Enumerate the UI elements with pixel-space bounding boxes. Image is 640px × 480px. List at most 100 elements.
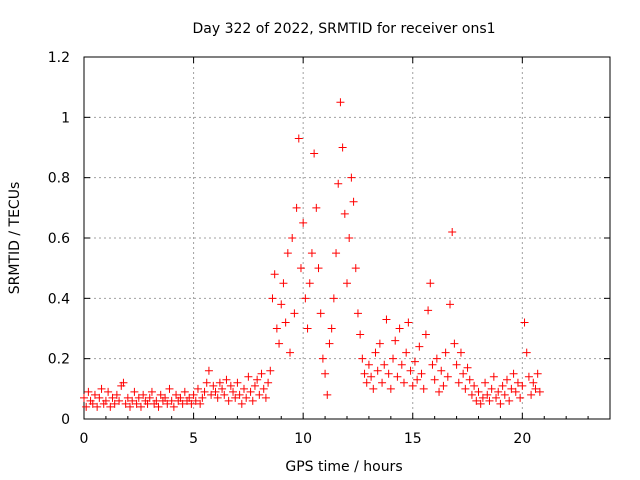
data-point (112, 390, 121, 399)
data-point (417, 369, 426, 378)
x-tick-label: 0 (80, 431, 89, 447)
data-point (535, 387, 544, 396)
x-tick-label: 20 (513, 431, 531, 447)
data-point (281, 318, 290, 327)
data-point (301, 294, 310, 303)
data-point (108, 393, 117, 402)
data-point (268, 294, 277, 303)
axis-ticks (83, 56, 610, 420)
data-point (110, 399, 119, 408)
data-point (399, 378, 408, 387)
y-axis-tick-labels: 0 0.2 0.4 0.6 0.8 1 1.2 (48, 50, 70, 428)
data-point (154, 402, 163, 411)
data-point (531, 384, 540, 393)
data-point (393, 372, 402, 381)
data-point (511, 387, 520, 396)
data-point (329, 294, 338, 303)
data-point (321, 369, 330, 378)
data-point (428, 360, 437, 369)
y-tick-label: 0.6 (48, 231, 70, 247)
data-point (288, 234, 297, 242)
data-point (432, 354, 441, 363)
data-point (196, 399, 205, 408)
data-point (524, 372, 533, 381)
data-point (261, 393, 270, 402)
data-point (382, 315, 391, 324)
data-points (80, 98, 544, 411)
data-point (430, 375, 439, 384)
data-point (180, 387, 189, 396)
data-point (231, 393, 240, 402)
data-point (204, 366, 213, 375)
data-point (257, 369, 266, 378)
data-point (415, 342, 424, 351)
data-point (88, 399, 97, 408)
data-point (426, 279, 435, 288)
data-point (314, 264, 323, 273)
data-point (207, 390, 216, 399)
y-tick-label: 0 (61, 412, 70, 428)
data-point (327, 324, 336, 333)
data-point (82, 402, 91, 411)
data-point (250, 381, 259, 390)
data-point (209, 381, 218, 390)
data-point (378, 378, 387, 387)
data-point (470, 381, 479, 390)
data-point (437, 366, 446, 375)
data-point (189, 390, 198, 399)
data-point (507, 384, 516, 393)
data-point (375, 339, 384, 348)
data-point (450, 339, 459, 348)
data-point (498, 381, 507, 390)
y-tick-label: 1 (61, 110, 70, 126)
data-point (279, 279, 288, 288)
data-point (283, 249, 292, 258)
data-point (413, 375, 422, 384)
data-point (347, 173, 356, 182)
data-point (139, 390, 148, 399)
data-point (307, 249, 316, 258)
data-point (202, 378, 211, 387)
data-point (286, 348, 295, 357)
data-point (132, 399, 141, 408)
data-point (360, 369, 369, 378)
data-point (147, 387, 156, 396)
data-point (224, 396, 233, 405)
data-point (474, 387, 483, 396)
data-point (454, 378, 463, 387)
data-point (193, 384, 202, 393)
data-point (395, 324, 404, 333)
data-point (492, 393, 501, 402)
data-point (483, 390, 492, 399)
data-point (441, 348, 450, 357)
data-point (242, 393, 251, 402)
y-tick-label: 0.2 (48, 352, 70, 368)
data-point (255, 390, 264, 399)
data-point (367, 372, 376, 381)
data-point (134, 393, 143, 402)
data-point (410, 357, 419, 366)
data-point (218, 384, 227, 393)
y-tick-label: 0.8 (48, 171, 70, 187)
data-point (272, 324, 281, 333)
data-point (424, 306, 433, 315)
x-axis-tick-labels: 0 5 10 15 20 (80, 431, 532, 447)
data-point (97, 384, 106, 393)
data-point (465, 375, 474, 384)
data-point (312, 203, 321, 212)
data-point (505, 396, 514, 405)
data-point (500, 390, 509, 399)
data-point (472, 396, 481, 405)
data-point (318, 354, 327, 363)
data-point (386, 384, 395, 393)
data-point (213, 393, 222, 402)
data-point (478, 393, 487, 402)
data-point (178, 399, 187, 408)
data-point (316, 309, 325, 318)
data-point (349, 197, 358, 206)
data-point (332, 249, 341, 258)
grid (84, 57, 610, 419)
data-point (80, 393, 88, 402)
data-point (239, 384, 248, 393)
